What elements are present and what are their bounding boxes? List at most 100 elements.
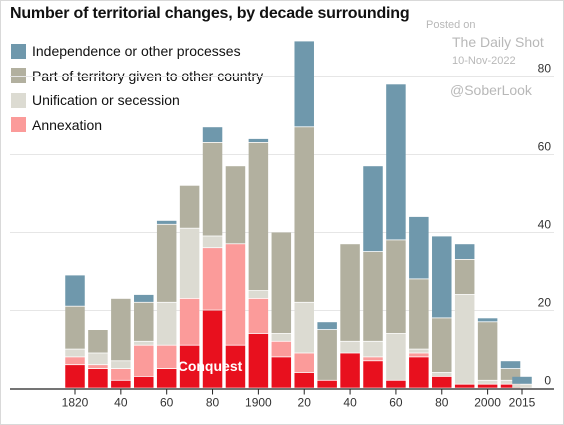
bar-segment [432, 318, 452, 373]
bar-segment [202, 236, 223, 248]
bar-segment [477, 384, 498, 388]
bar-segment [409, 349, 429, 353]
bar-segment [156, 302, 177, 345]
bar-segment [179, 298, 200, 345]
bar-segment [500, 361, 521, 369]
x-tick-label: 2000 [474, 396, 501, 410]
watermark-handle: @SoberLook [450, 82, 532, 98]
bar-segment [386, 380, 406, 388]
bar-segment [271, 333, 292, 341]
chart-title: Number of territorial changes, by decade… [10, 5, 410, 22]
bar-segment [179, 185, 200, 228]
legend-label-unification: Unification or secession [32, 92, 180, 109]
bar-segment [386, 84, 406, 240]
x-tick-label: 40 [343, 396, 357, 410]
bar-segment [88, 353, 108, 365]
watermark-posted: Posted on [426, 19, 476, 31]
bar-segment [500, 369, 521, 380]
bar-segment [432, 372, 452, 376]
bar-segment [248, 298, 269, 334]
bar-segment [454, 259, 475, 295]
bar-segment [294, 127, 314, 302]
bar-segment [477, 322, 498, 380]
bar-segment [294, 41, 314, 127]
legend-item-independence: Independence or other processes [11, 39, 263, 64]
bar-segment [317, 380, 337, 388]
bars [65, 41, 532, 388]
bar-segment [88, 330, 108, 353]
watermark-date: 10-Nov-2022 [452, 55, 516, 67]
legend-item-territory-given: Part of territory given to other country [11, 64, 263, 89]
legend-swatch-independence [11, 43, 26, 59]
y-tick-label: 80 [538, 62, 552, 76]
bar-segment [454, 294, 475, 384]
bar-segment [386, 333, 406, 380]
watermark-source: The Daily Shot [452, 34, 544, 50]
legend-label-territory-given: Part of territory given to other country [32, 67, 264, 84]
y-tick-label: 20 [538, 296, 552, 310]
bar-segment [65, 365, 85, 388]
x-tick-label: 60 [389, 396, 403, 410]
bar-segment [340, 353, 360, 388]
bar-segment [409, 353, 429, 357]
y-tick-label: 40 [538, 218, 552, 232]
x-tick-label: 80 [206, 396, 220, 410]
bar-segment [156, 345, 177, 369]
x-tick-label: 1900 [245, 396, 272, 410]
bar-segment [454, 244, 475, 259]
bar-segment [225, 345, 246, 388]
conquest-annotation: Conquest [178, 358, 243, 374]
bar-segment [454, 384, 475, 388]
bar-segment [202, 127, 223, 142]
x-tick-label: 20 [298, 396, 312, 410]
bar-segment [65, 275, 85, 306]
bar-segment [294, 302, 314, 353]
x-tick-label: 40 [114, 396, 128, 410]
bar-segment [156, 220, 177, 224]
y-tick-label: 60 [538, 140, 552, 154]
bar-segment [317, 330, 337, 380]
bar-segment [271, 357, 292, 388]
x-tick-labels: 1820 40 60 80 1900 20 40 60 80 2000 2015 [62, 389, 536, 410]
bar-segment [248, 291, 269, 298]
bar-segment [134, 376, 154, 388]
bar-segment [134, 341, 154, 345]
bar-segment [202, 248, 223, 310]
bar-segment [202, 142, 223, 236]
bar-segment [432, 236, 452, 318]
bar-segment [111, 380, 131, 388]
bar-segment [225, 244, 246, 345]
bar-segment [409, 279, 429, 349]
bar-segment [88, 365, 108, 369]
bar-segment [477, 318, 498, 322]
bar-segment [134, 294, 154, 302]
bar-segment [134, 302, 154, 341]
chart-legend: Independence or other processes Part of … [11, 39, 263, 137]
bar-segment [500, 384, 521, 388]
legend-label-independence: Independence or other processes [32, 43, 241, 60]
bar-segment [340, 341, 360, 353]
bar-segment [363, 357, 383, 361]
x-tick-label: 60 [160, 396, 174, 410]
bar-segment [134, 345, 154, 376]
bar-segment [409, 357, 429, 388]
legend-swatch-unification [11, 92, 26, 108]
bar-segment [248, 138, 269, 142]
legend-item-annexation: Annexation [11, 113, 263, 138]
y-tick-label: 0 [544, 374, 551, 388]
bar-segment [363, 361, 383, 388]
bar-segment [88, 369, 108, 388]
bar-segment [363, 341, 383, 357]
bar-segment [294, 353, 314, 373]
bar-segment [111, 361, 131, 369]
legend-item-unification: Unification or secession [11, 88, 263, 113]
bar-segment [65, 357, 85, 365]
bar-segment [248, 142, 269, 291]
bar-segment [65, 349, 85, 357]
bar-segment [179, 228, 200, 298]
bar-segment [65, 306, 85, 349]
bar-segment [294, 372, 314, 388]
bar-segment [432, 376, 452, 388]
bar-segment [179, 345, 200, 388]
